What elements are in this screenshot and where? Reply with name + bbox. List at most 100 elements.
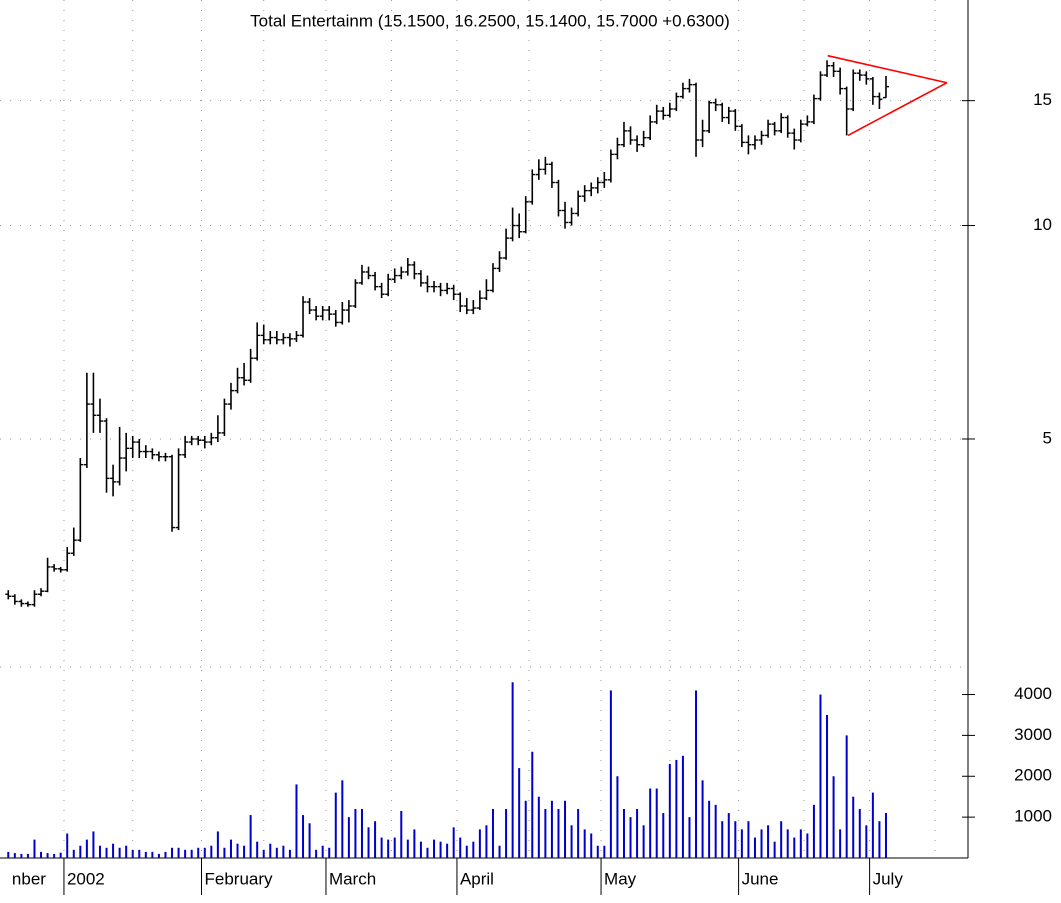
trendline xyxy=(847,82,948,137)
volume-bar xyxy=(786,829,789,858)
volume-bar xyxy=(197,847,200,858)
volume-bar xyxy=(570,825,573,858)
volume-bar xyxy=(171,847,174,858)
volume-bar xyxy=(367,827,370,858)
volume-bar xyxy=(583,829,586,858)
volume-bar xyxy=(714,804,717,858)
volume-bar xyxy=(387,839,390,858)
volume-tick-label: 3000 xyxy=(1014,725,1052,744)
volume-bar xyxy=(878,821,881,858)
volume-bar xyxy=(33,839,36,858)
volume-bar xyxy=(262,849,265,858)
volume-bar xyxy=(485,825,488,858)
volume-bar xyxy=(695,690,698,858)
volume-bar xyxy=(649,788,652,858)
volume-bar xyxy=(59,852,62,858)
x-tick-label: May xyxy=(604,869,637,888)
volume-bar xyxy=(203,847,206,858)
volume-bar xyxy=(98,845,101,858)
chart-title: Total Entertainm (15.1500, 16.2500, 15.1… xyxy=(250,11,730,30)
volume-bar xyxy=(269,843,272,858)
volume-bar xyxy=(419,841,422,858)
volume-bar xyxy=(72,849,75,858)
volume-bar xyxy=(793,837,796,858)
volume-bar xyxy=(406,839,409,858)
volume-bar xyxy=(531,751,534,858)
volume-tick-label: 2000 xyxy=(1014,766,1052,785)
volume-bar xyxy=(223,847,226,858)
volume-bar xyxy=(524,800,527,858)
volume-bar xyxy=(308,823,311,858)
volume-bar xyxy=(452,827,455,858)
volume-bar xyxy=(282,845,285,858)
volume-bar xyxy=(347,817,350,858)
volume-bar xyxy=(53,853,56,858)
volume-bar xyxy=(668,764,671,858)
volume-bar xyxy=(295,784,298,858)
volume-bar xyxy=(871,792,874,858)
volume-bar xyxy=(636,808,639,858)
volume-bar xyxy=(780,821,783,858)
volume-bar xyxy=(511,682,514,858)
x-tick-label: March xyxy=(329,869,376,888)
volume-bar xyxy=(125,845,128,858)
volume-bar xyxy=(616,776,619,858)
x-tick-label: February xyxy=(205,869,274,888)
volume-bar xyxy=(826,714,829,858)
volume-bar xyxy=(138,849,141,858)
volume-bar xyxy=(20,853,23,858)
volume-bar xyxy=(288,849,291,858)
volume-bar xyxy=(216,831,219,858)
volume-bar xyxy=(131,849,134,858)
volume-bar xyxy=(341,780,344,858)
volume-bar xyxy=(642,825,645,858)
volume-bar xyxy=(13,853,16,858)
volume-bar xyxy=(812,804,815,858)
volume-bar xyxy=(321,845,324,858)
volume-bar xyxy=(393,837,396,858)
volume-bar xyxy=(819,694,822,858)
volume-bar xyxy=(505,808,508,858)
volume-bar xyxy=(760,829,763,858)
y-tick-label: 5 xyxy=(1043,428,1052,447)
volume-bar xyxy=(144,851,147,858)
volume-bar xyxy=(550,800,553,858)
x-tick-label: nber xyxy=(12,869,46,888)
volume-bar xyxy=(865,825,868,858)
volume-bar xyxy=(7,851,10,858)
y-tick-label: 15 xyxy=(1033,90,1052,109)
volume-bar xyxy=(105,847,108,858)
volume-bar xyxy=(721,821,724,858)
volume-bar xyxy=(767,825,770,858)
volume-bar xyxy=(491,808,494,858)
volume-bar xyxy=(184,849,187,858)
x-tick-label: 2002 xyxy=(67,869,105,888)
volume-bar xyxy=(118,847,121,858)
volume-bar xyxy=(845,735,848,858)
volume-bar xyxy=(79,845,82,858)
volume-bar xyxy=(328,847,331,858)
volume-bar xyxy=(839,829,842,858)
volume-bar xyxy=(374,821,377,858)
volume-bar xyxy=(157,853,160,858)
volume-bar xyxy=(256,841,259,858)
volume-bar xyxy=(564,800,567,858)
x-tick-label: June xyxy=(742,869,779,888)
volume-bar xyxy=(832,776,835,858)
volume-bar xyxy=(622,808,625,858)
volume-bar xyxy=(85,839,88,858)
volume-bar xyxy=(413,829,416,858)
volume-bar xyxy=(164,851,167,858)
volume-bar xyxy=(701,780,704,858)
volume-bar xyxy=(66,833,69,858)
volume-bar xyxy=(46,853,49,858)
volume-bar xyxy=(590,833,593,858)
volume-bar xyxy=(747,821,750,858)
volume-bar xyxy=(177,847,180,858)
volume-bar xyxy=(243,845,246,858)
volume-bar xyxy=(655,788,658,858)
volume-bar xyxy=(681,755,684,858)
y-tick-label: 10 xyxy=(1033,215,1052,234)
